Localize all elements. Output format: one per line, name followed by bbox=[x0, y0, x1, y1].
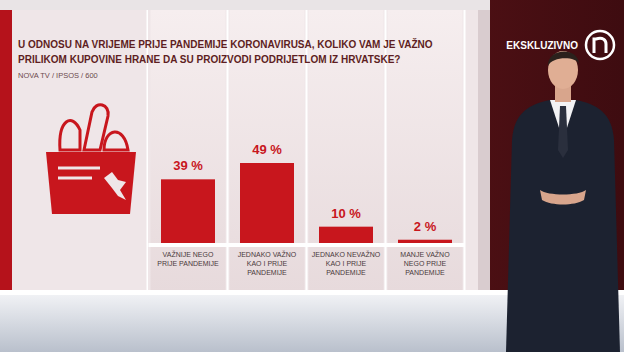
category-label: JEDNAKO VAŽNO KAO I PRIJE PANDEMIJE bbox=[238, 250, 297, 276]
data-label: 10 % bbox=[331, 206, 361, 221]
column-panel bbox=[230, 10, 305, 292]
category-line: NEGO PRIJE bbox=[404, 260, 447, 267]
column-panel bbox=[309, 10, 384, 292]
title-line: U ODNOSU NA VRIJEME PRIJE PANDEMIJE KORO… bbox=[18, 38, 433, 50]
data-label: 39 % bbox=[173, 158, 203, 173]
data-label: 49 % bbox=[252, 142, 282, 157]
chart-root: U ODNOSU NA VRIJEME PRIJE PANDEMIJE KORO… bbox=[0, 0, 624, 352]
icon-basket-lines bbox=[58, 168, 100, 178]
column-separator bbox=[227, 10, 229, 292]
category-line: PRIJE PANDEMIJE bbox=[157, 260, 219, 267]
panel-edge bbox=[478, 10, 490, 292]
column-separator bbox=[385, 10, 387, 292]
chart-title: U ODNOSU NA VRIJEME PRIJE PANDEMIJE KORO… bbox=[18, 38, 433, 65]
column-panel bbox=[388, 10, 463, 292]
presenter bbox=[506, 51, 620, 352]
chart-svg: U ODNOSU NA VRIJEME PRIJE PANDEMIJE KORO… bbox=[0, 0, 624, 352]
category-label: JEDNAKO NEVAŽNO KAO I PRIJE PANDEMIJE bbox=[312, 250, 381, 276]
logo-n bbox=[594, 38, 606, 53]
logo-ring bbox=[586, 31, 614, 59]
presenter-hands bbox=[540, 190, 586, 205]
category-line: JEDNAKO NEVAŽNO bbox=[312, 250, 381, 258]
column-separator bbox=[147, 10, 149, 292]
annotation: EKSKLUZIVNO bbox=[506, 40, 578, 51]
category-line: PANDEMIJE bbox=[326, 269, 366, 276]
presenter-tie bbox=[558, 106, 568, 158]
presenter-suit bbox=[506, 100, 620, 352]
chart-subtitle: NOVA TV / IPSOS / 600 bbox=[18, 71, 98, 80]
bars bbox=[161, 163, 452, 243]
category-line: PANDEMIJE bbox=[247, 269, 287, 276]
title-line: PRILIKOM KUPOVINE HRANE DA SU PROIZVODI … bbox=[18, 54, 400, 65]
presenter-head bbox=[548, 51, 578, 89]
category-line: VAŽNIJE NEGO bbox=[163, 250, 214, 258]
category-label: VAŽNIJE NEGO PRIJE PANDEMIJE bbox=[157, 250, 219, 267]
column-panel bbox=[151, 10, 226, 292]
basket-icon bbox=[46, 105, 136, 214]
bar bbox=[319, 227, 373, 243]
baseline bbox=[149, 243, 465, 247]
column-separator bbox=[306, 10, 308, 292]
icon-map bbox=[104, 172, 126, 200]
top-strip bbox=[0, 0, 490, 10]
category-line: MANJE VAŽNO bbox=[400, 250, 450, 258]
category-line: KAO I PRIJE bbox=[326, 260, 367, 267]
icon-basket bbox=[46, 152, 136, 214]
bar bbox=[240, 163, 294, 243]
left-red-edge bbox=[0, 10, 12, 292]
bar bbox=[161, 179, 215, 243]
category-line: PANDEMIJE bbox=[405, 269, 445, 276]
column-separator bbox=[464, 10, 466, 292]
screen-panel bbox=[12, 10, 490, 292]
icon-bread bbox=[60, 120, 80, 150]
category-line: JEDNAKO VAŽNO bbox=[238, 250, 297, 258]
presenter-hair bbox=[548, 51, 579, 66]
bar bbox=[398, 240, 452, 243]
category-label: MANJE VAŽNO NEGO PRIJE PANDEMIJE bbox=[400, 250, 450, 276]
icon-fruit bbox=[104, 132, 128, 150]
category-line: KAO I PRIJE bbox=[247, 260, 288, 267]
data-label: 2 % bbox=[414, 219, 437, 234]
studio-wall bbox=[0, 0, 624, 352]
